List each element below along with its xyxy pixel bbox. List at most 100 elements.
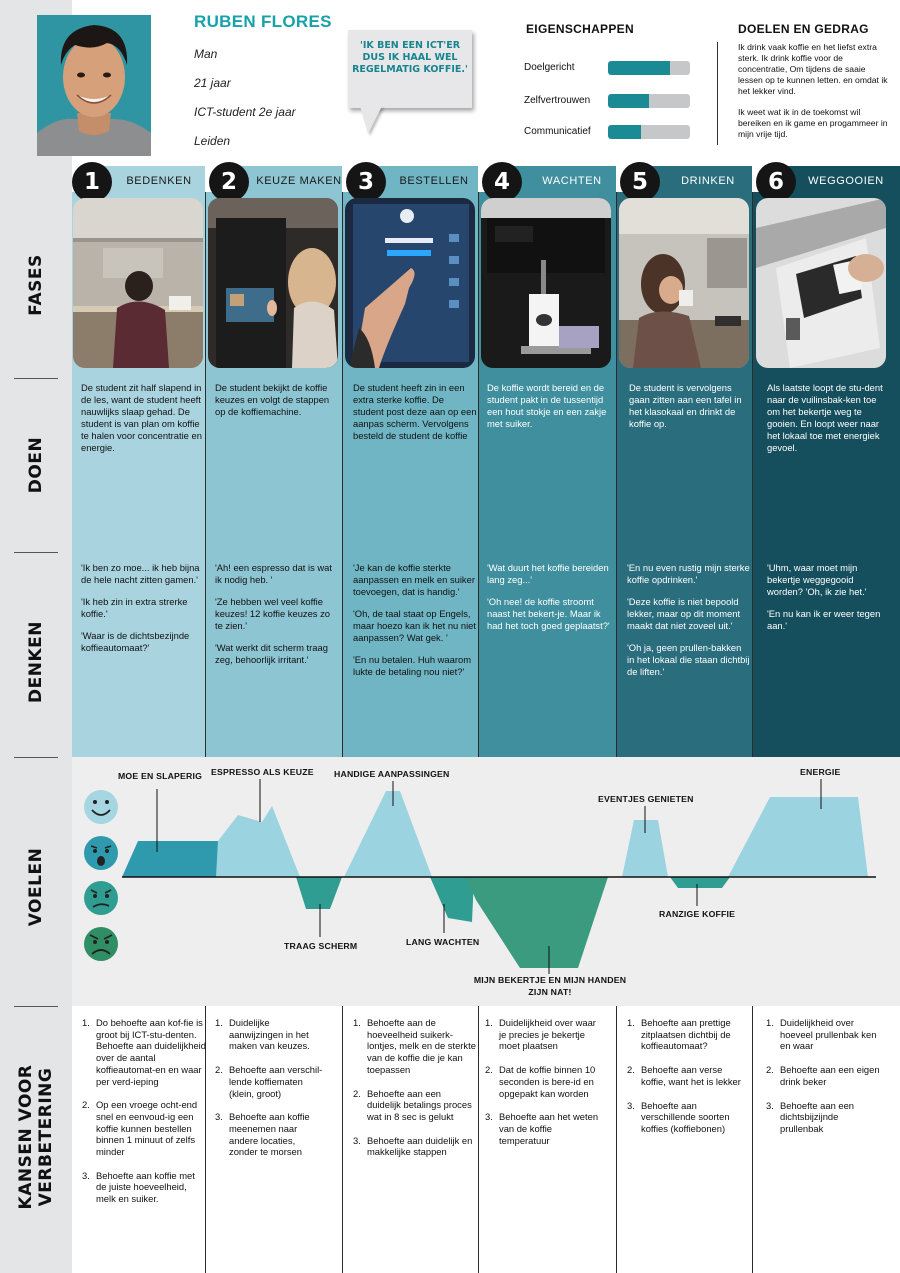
thought-quote: 'Ik ben zo moe... ik heb bijna de hele n… — [81, 562, 200, 585]
column-divider — [342, 192, 343, 757]
list-item: 1. Duidelijke aanwijzingen in het maken v… — [215, 1017, 310, 1052]
trait-bar — [608, 125, 690, 139]
doen-text: De student is vervolgens gaan zitten aan… — [629, 382, 742, 429]
trait-bar-fill — [608, 125, 641, 139]
thought-quote: 'Wat werkt dit scherm traag zeg, behoorl… — [215, 642, 328, 665]
phase-photo-cup — [481, 198, 611, 368]
emotion-segment — [670, 877, 730, 888]
goals-paragraph: Ik weet wat ik in de toekomst wil bereik… — [738, 107, 888, 139]
trait-label: Zelfvertrouwen — [524, 95, 591, 106]
rail-divider — [14, 757, 58, 758]
denken-quotes: 'Ah! een espresso dat is wat ik nodig he… — [215, 562, 339, 676]
list-item: 2. Op een vroege ocht-end snel en eenvoud… — [82, 1099, 198, 1158]
phase-number-badge: 4 — [482, 162, 522, 202]
column-divider — [205, 1006, 206, 1273]
doen-text: De student heeft zin in een extra sterke… — [353, 382, 477, 441]
column-divider — [342, 1006, 343, 1273]
persona-occupation: ICT-student 2e jaar — [194, 105, 296, 119]
thought-quote: 'Ik heb zin in extra strerke koffie.' — [81, 596, 188, 619]
phase-title: WACHTEN — [542, 175, 602, 187]
shocked-face-icon — [84, 836, 118, 870]
trait-label: Doelgericht — [524, 62, 575, 73]
kansen-list: 1. Duidelijkheid over waar je precies je … — [485, 1017, 601, 1158]
column-divider — [478, 1006, 479, 1273]
phase-title: BESTELLEN — [399, 175, 469, 187]
emotion-label: TRAAG SCHERM — [284, 941, 358, 951]
phase-photo-touchscreen — [345, 198, 475, 368]
emotion-segment — [296, 877, 342, 909]
emotion-segment — [430, 877, 474, 922]
column-divider — [616, 192, 617, 757]
left-rail — [0, 0, 72, 1273]
list-item: 3. Behoefte aan een dichtsbijzijnde prull… — [766, 1099, 855, 1134]
list-item: 1. Do behoefte aan kof-fie is groot bij I… — [82, 1017, 206, 1087]
angry-face-icon — [84, 927, 118, 961]
denken-quotes: 'En nu even rustig mijn sterke koffie op… — [627, 562, 751, 688]
rail-divider — [14, 552, 58, 553]
persona-name: RUBEN FLORES — [194, 12, 332, 31]
thought-quote: 'Oh, de taal staat op Engels, maar hoezo… — [353, 608, 476, 643]
persona-age: 21 jaar — [194, 76, 231, 90]
list-item: 1. Behoefte aan de hoeveelheid suikerk-lo… — [353, 1017, 476, 1075]
very-happy-face-icon — [84, 790, 118, 824]
emotion-label: MOE EN SLAPERIG — [118, 771, 203, 781]
doen-text: De koffie wordt bereid en de student pak… — [487, 382, 607, 429]
goals-title: DOELEN EN GEDRAG — [738, 22, 869, 36]
list-item: 2. Behoefte aan verschil-lende koffiemate… — [215, 1064, 323, 1099]
list-item: 1. Behoefte aan prettige zitplaatsen dich… — [627, 1017, 731, 1052]
list-item: 3. Behoefte aan verschillende soorten kof… — [627, 1099, 730, 1134]
thought-quote: 'Je kan de koffie sterkte aanpassen en m… — [353, 562, 475, 597]
emotion-label: MIJN BEKERTJE EN MIJN HANDEN ZIJN NAT! — [473, 975, 627, 997]
trait-bar — [608, 61, 690, 75]
trait-bar-fill — [608, 61, 671, 75]
doen-text: Als laatste loopt de stu-dent naar de vu… — [767, 382, 883, 453]
emotion-segment — [622, 820, 668, 877]
column-divider — [478, 192, 479, 757]
phase-number-badge: 5 — [620, 162, 660, 202]
column-divider — [752, 1006, 753, 1273]
phase-title: WEGGOOIEN — [808, 175, 884, 187]
column-divider — [752, 192, 753, 757]
emotion-segment — [466, 877, 608, 968]
persona-city: Leiden — [194, 134, 231, 148]
column-divider — [616, 1006, 617, 1273]
list-item: 2. Behoefte aan een duidelijk betalings p… — [353, 1087, 472, 1122]
thought-quote: 'Oh nee! de koffie stroomt naast het bek… — [487, 596, 610, 631]
quote-bubble-tail — [360, 106, 382, 134]
phase-number-badge: 1 — [72, 162, 112, 202]
kansen-list: 1. Duidelijkheid over hoeveel prullenbak … — [766, 1017, 884, 1147]
kansen-list: 1. Duidelijke aanwijzingen in het maken v… — [215, 1017, 325, 1170]
list-item: 3. Behoefte aan duidelijk en makkelijke s… — [353, 1134, 473, 1158]
list-item: 3. Behoefte aan koffie met de juiste hoev… — [82, 1169, 195, 1205]
thought-quote: 'Oh ja, geen prullen-bakken in het lokaa… — [627, 642, 750, 677]
emotion-segment — [728, 797, 868, 877]
thought-quote: 'Wat duurt het koffie bereiden lang zeg.… — [487, 562, 609, 585]
thought-quote: 'Uhm, waar moet mijn bekertje weggegooid… — [767, 562, 867, 597]
traits-title: EIGENSCHAPPEN — [526, 22, 634, 36]
list-item: 3. Behoefte aan het weten van de koffie t… — [485, 1111, 599, 1146]
goals-divider — [717, 42, 718, 145]
phase-photo-drinking — [619, 198, 749, 368]
phase-photo-trash — [756, 198, 886, 368]
list-item: 1. Duidelijkheid over hoeveel prullenbak … — [766, 1017, 877, 1052]
emotion-label: LANG WACHTEN — [406, 937, 480, 947]
doen-text: De student bekijkt de koffie keuzes en v… — [215, 382, 330, 417]
emotion-segment — [344, 791, 432, 877]
phase-number-badge: 2 — [209, 162, 249, 202]
thought-quote: 'En nu even rustig mijn sterke koffie op… — [627, 562, 750, 585]
trait-label: Communicatief — [524, 126, 591, 137]
thought-quote: 'En nu kan ik er weer tegen aan.' — [767, 608, 881, 631]
annoyed-face-icon — [84, 881, 118, 915]
persona-avatar — [37, 15, 151, 156]
trait-bar — [608, 94, 690, 108]
goals-paragraph: Ik drink vaak koffie en het liefst extra… — [738, 42, 888, 96]
phase-header-bar — [776, 166, 900, 197]
emotion-segment — [216, 806, 300, 877]
list-item: 1. Duidelijkheid over waar je precies je … — [485, 1017, 596, 1052]
persona-gender: Man — [194, 47, 218, 61]
list-item: 3. Behoefte aan koffie meenemen naar ande… — [215, 1111, 310, 1158]
trait-bar-fill — [608, 94, 649, 108]
quote-bubble — [348, 30, 472, 108]
phase-photo-classroom — [73, 198, 203, 368]
phase-title: DRINKEN — [681, 175, 735, 187]
